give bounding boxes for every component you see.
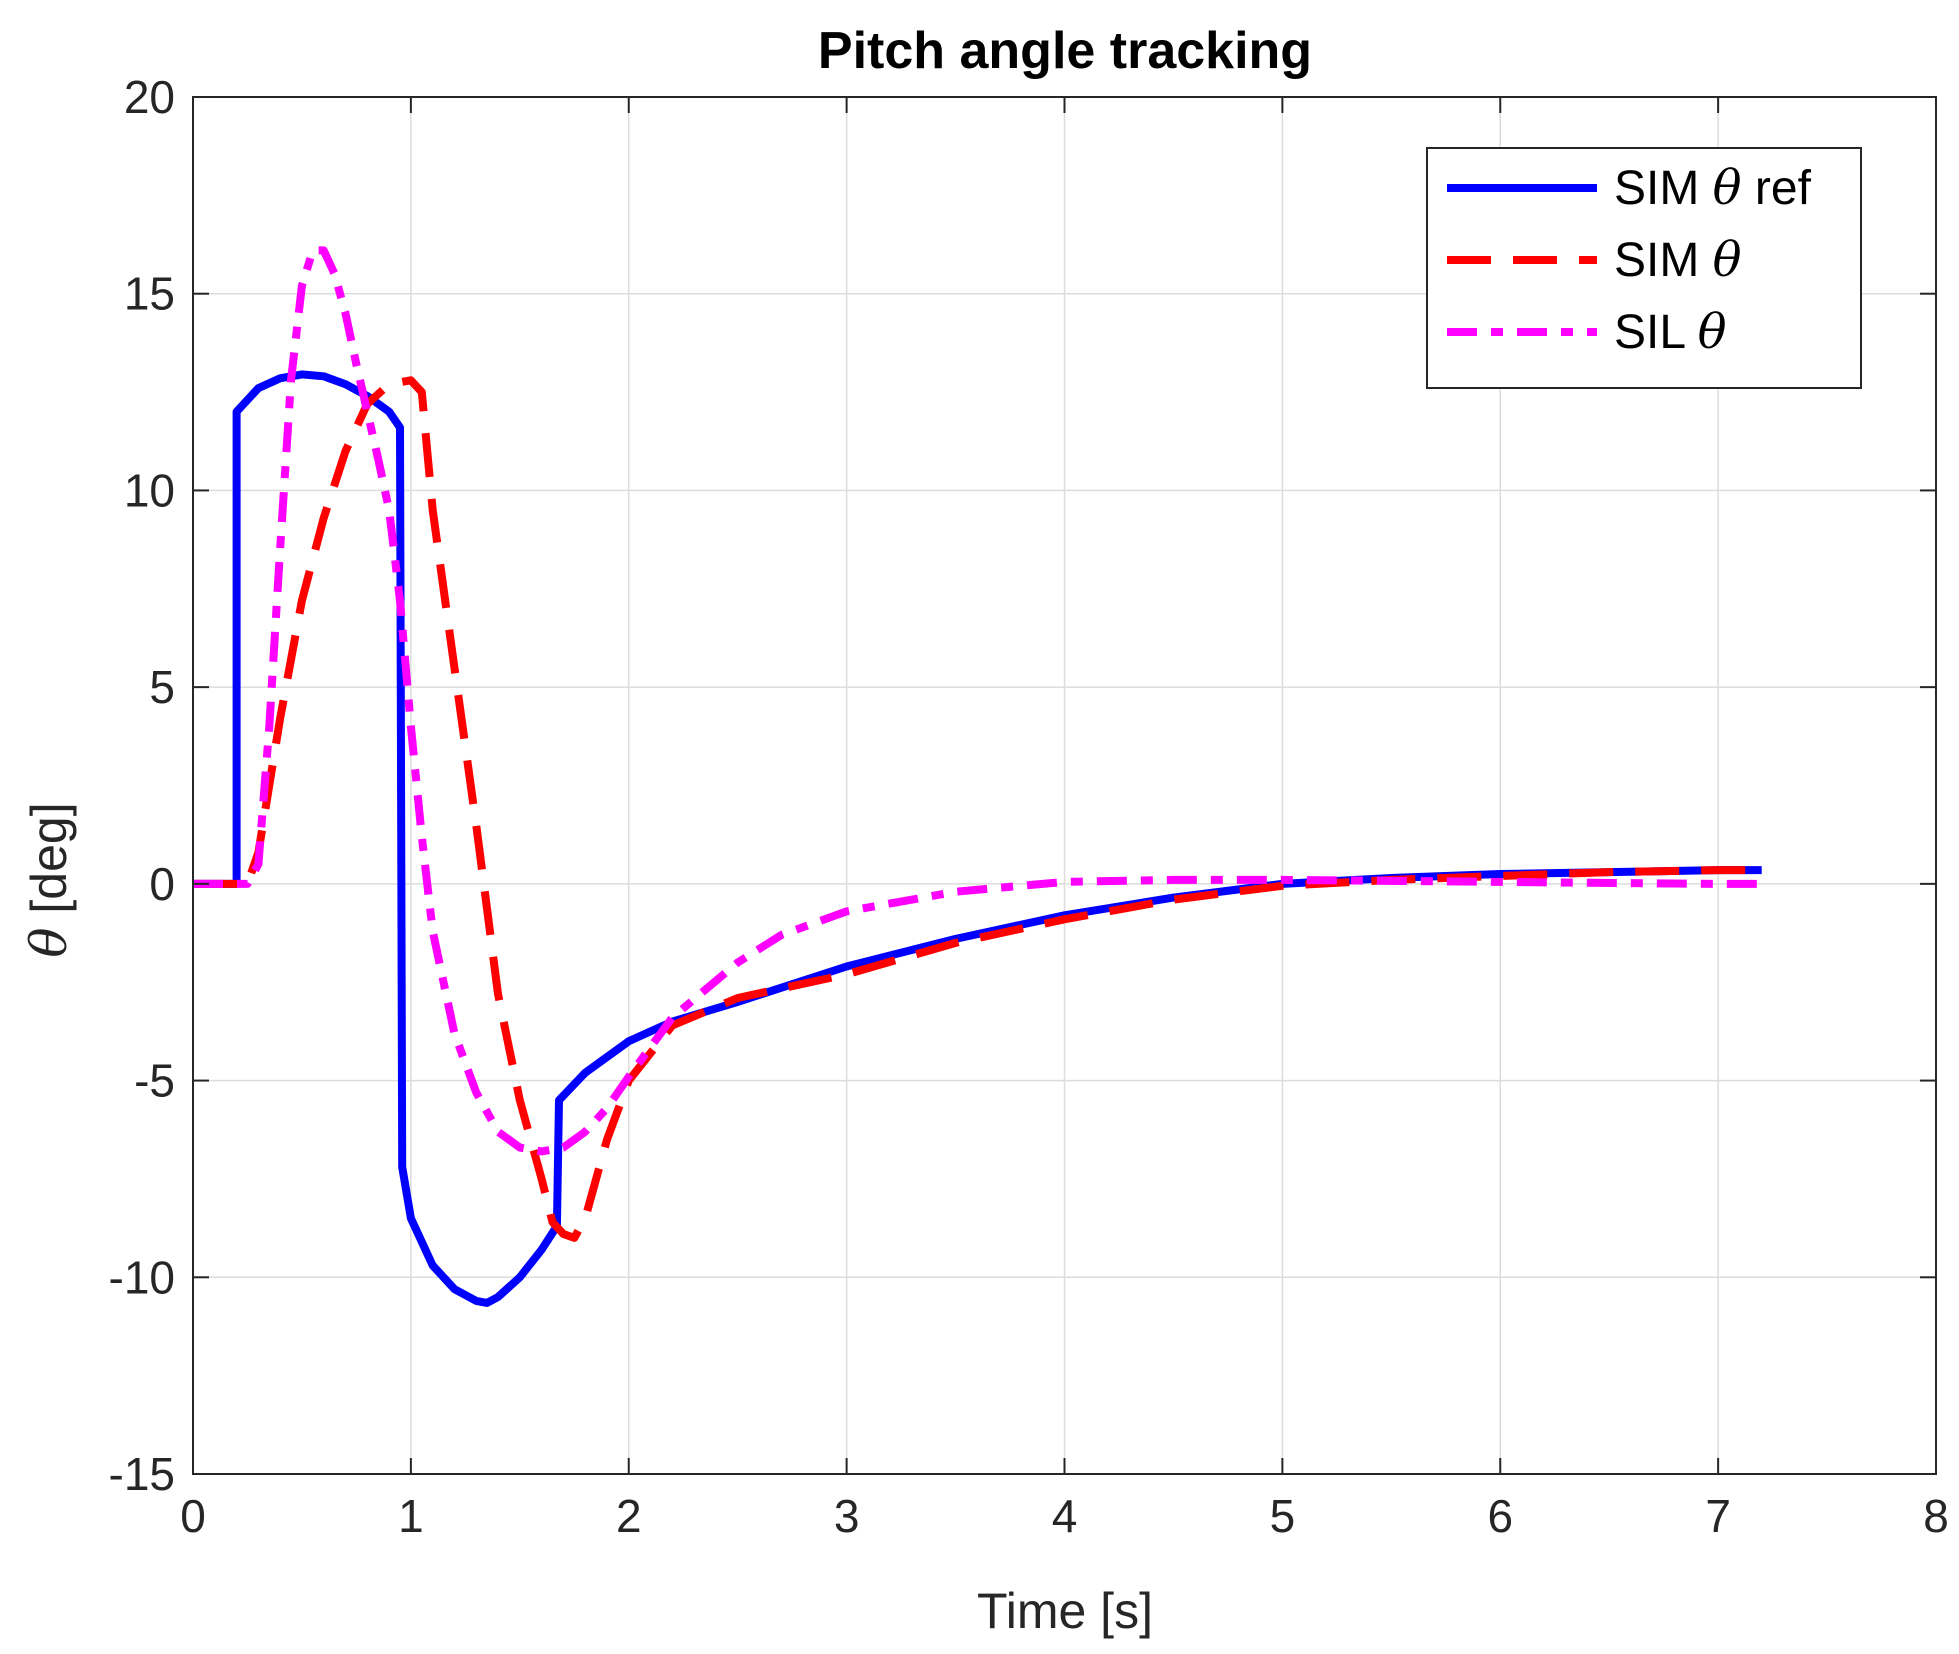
y-tick-label: -5 [134,1055,175,1107]
y-tick-label: -10 [109,1251,175,1303]
y-axis-label: θ [deg] [20,802,78,957]
y-axis-label-unit: [deg] [21,802,77,913]
series-lines [193,246,1762,1307]
axis-ticks: 0 1 2 3 4 5 6 7 8 -15 -10 -5 0 5 10 15 20 [109,71,1949,1542]
y-axis-label-symbol: θ [20,928,78,958]
y-tick-label: 5 [149,661,175,713]
x-tick-label: 7 [1705,1490,1731,1542]
series-line-1 [193,370,1762,1307]
x-tick-label: 2 [616,1490,642,1542]
x-tick-label: 1 [398,1490,424,1542]
series-line-2 [193,376,1762,1242]
y-tick-label: -15 [109,1448,175,1500]
y-tick-label: 20 [124,71,175,123]
y-tick-label: 0 [149,858,175,910]
legend-label-3: SIL θ [1614,304,1727,360]
y-tick-label: 15 [124,268,175,320]
x-tick-label: 8 [1923,1490,1949,1542]
x-tick-label: 4 [1052,1490,1078,1542]
y-axis-label-space [21,914,77,928]
x-tick-label: 3 [834,1490,860,1542]
chart-title: Pitch angle tracking [818,22,1312,80]
x-tick-label: 0 [180,1490,206,1542]
x-tick-label: 6 [1487,1490,1513,1542]
x-axis-label: Time [s] [977,1583,1153,1639]
legend: SIM θ ref SIM θ SIL θ [1426,147,1862,389]
legend-label-2: SIM θ [1614,232,1742,288]
legend-label-1: SIM θ ref [1614,160,1812,216]
x-tick-label: 5 [1270,1490,1296,1542]
y-tick-label: 10 [124,464,175,516]
